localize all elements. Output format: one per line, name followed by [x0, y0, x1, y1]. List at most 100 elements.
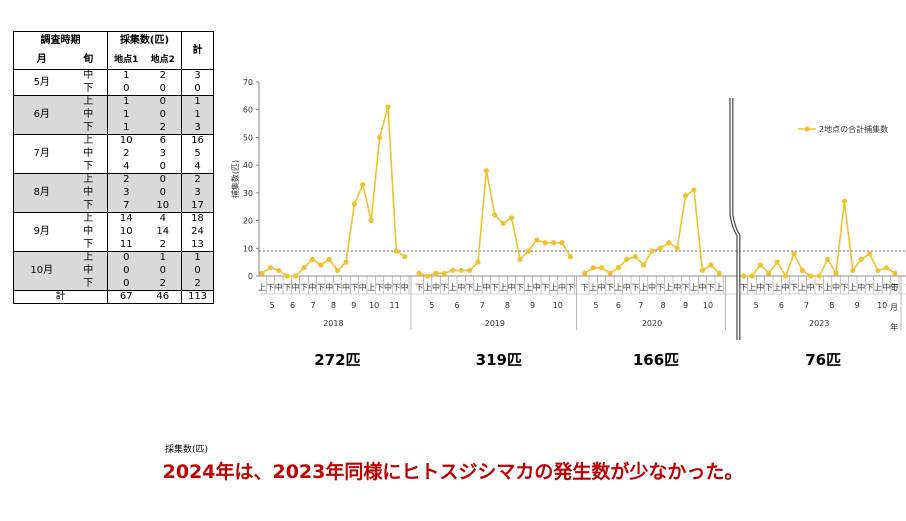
break-line-inner: [730, 98, 740, 340]
x-decade-label: 中: [598, 282, 606, 292]
data-point: [500, 220, 506, 226]
data-point: [590, 265, 596, 271]
header-period: 調査時期: [13, 31, 108, 51]
total-cell: 13: [181, 238, 215, 252]
data-point: [825, 256, 831, 262]
x-decade-label: 中: [482, 282, 490, 292]
x-decade-label: 下: [392, 283, 400, 292]
x-decade-label: 上: [798, 283, 806, 292]
x-decade-label: 下: [491, 283, 499, 292]
site1-cell: 2: [123, 148, 130, 159]
total-cell: 1: [181, 108, 215, 122]
month-cell: 10月: [13, 251, 70, 291]
data-point: [567, 254, 573, 260]
y-axis: 0 10 20 30 40 50 60 70: [243, 78, 260, 281]
sum-label: 計: [13, 290, 108, 304]
site2-cell: 0: [144, 160, 183, 174]
season-total-label: 76匹: [805, 351, 841, 369]
x-month-label: 7: [804, 301, 809, 310]
decade-cell: 中: [69, 186, 108, 200]
decade-cell: 下: [69, 277, 108, 291]
month-cell: 5月: [13, 69, 70, 96]
data-point: [582, 270, 588, 276]
x-decade-label: 中: [782, 282, 790, 292]
x-decade-label: 上: [524, 283, 532, 292]
x-month-label: 7: [310, 301, 315, 310]
month-cell: 8月: [13, 173, 70, 213]
series-line-2023: [743, 201, 896, 278]
data-point: [599, 265, 605, 271]
total-cell: 1: [181, 251, 215, 265]
data-point: [551, 240, 557, 246]
site1-cell: 1: [107, 108, 145, 122]
data-point: [475, 259, 481, 265]
x-decade-label: 上: [424, 283, 432, 292]
x-month-label: 10: [369, 301, 379, 310]
x-decade-label: 下: [334, 283, 342, 292]
month-cell: 7月: [13, 134, 70, 174]
data-point: [615, 265, 621, 271]
data-point: [492, 212, 498, 218]
catch-table-container: 調査時期 採集数(匹) 計 月 旬 地点1 地点2 5月中 1 2 3 下 0 0 0 6月上 1…: [13, 31, 215, 455]
site1-cell: 1: [107, 121, 145, 135]
table-row: 10月上 0 1 1: [13, 251, 215, 291]
data-point: [657, 245, 663, 251]
y-tick-label: 10: [243, 244, 253, 253]
data-point: [425, 273, 431, 279]
site1-cell: 0: [107, 82, 145, 96]
x-decade-label: 下: [606, 283, 614, 292]
month-cell: 6月: [13, 95, 70, 135]
data-point: [267, 265, 273, 271]
site1-cell: 1: [107, 95, 145, 109]
data-point: [385, 104, 391, 110]
site1-cell: 4: [107, 160, 145, 174]
data-point: [683, 193, 689, 199]
data-point: [509, 215, 515, 221]
y-tick-label: 0: [248, 272, 253, 281]
data-point: [458, 267, 464, 274]
site2-cell: 0: [144, 173, 183, 187]
decade-cell: 上: [69, 173, 108, 187]
x-month-label: 11: [390, 301, 400, 310]
x-decade-label: 下: [790, 283, 798, 292]
header-total: 計: [181, 31, 215, 70]
x-decade-label: 下: [707, 283, 715, 292]
x-axis-row-labels: 旬月年: [890, 282, 898, 332]
table-row: 下 11 2 13: [14, 238, 215, 252]
data-point: [284, 273, 290, 279]
season-totals: 272匹319匹166匹76匹113匹: [314, 351, 841, 369]
x-decade-label: 中: [432, 282, 440, 292]
x-decade-label: 上: [849, 283, 857, 292]
total-cell: 1: [181, 95, 215, 109]
data-point: [517, 256, 523, 262]
site1-cell: 0: [107, 264, 145, 278]
total-cell: 0: [181, 264, 215, 278]
data-point: [483, 168, 489, 174]
data-point: [441, 270, 447, 276]
axis-break-mark: [729, 98, 741, 340]
data-point: [343, 259, 349, 265]
x-decade-label: 下: [656, 283, 664, 292]
data-point: [542, 240, 548, 246]
table-sum-row: 計 67 46 113: [13, 290, 215, 304]
data-point: [841, 198, 848, 204]
x-decade-label: 下: [376, 283, 384, 292]
x-month-label: 8: [829, 301, 834, 310]
data-point: [757, 262, 764, 268]
data-point: [326, 256, 332, 262]
series-line-2020: [584, 188, 720, 275]
x-decade-label: 中: [533, 282, 541, 292]
x-decade-label: 中: [832, 282, 840, 292]
x-axis: 上下中下中下中下中下中下中上下中下中下上中下上中下上中下上中下上中下上中下下上中…: [258, 275, 906, 330]
table-row: 5月中 1 2 3: [13, 69, 215, 96]
x-decade-label: 下: [682, 283, 690, 292]
table-row: 8月上 2 0 2: [13, 173, 215, 213]
x-month-label: 8: [505, 301, 510, 310]
x-decade-label: 中: [698, 282, 706, 292]
season-total-label: 319匹: [476, 351, 522, 369]
decade-cell: 上: [69, 95, 108, 109]
data-point: [691, 187, 697, 193]
